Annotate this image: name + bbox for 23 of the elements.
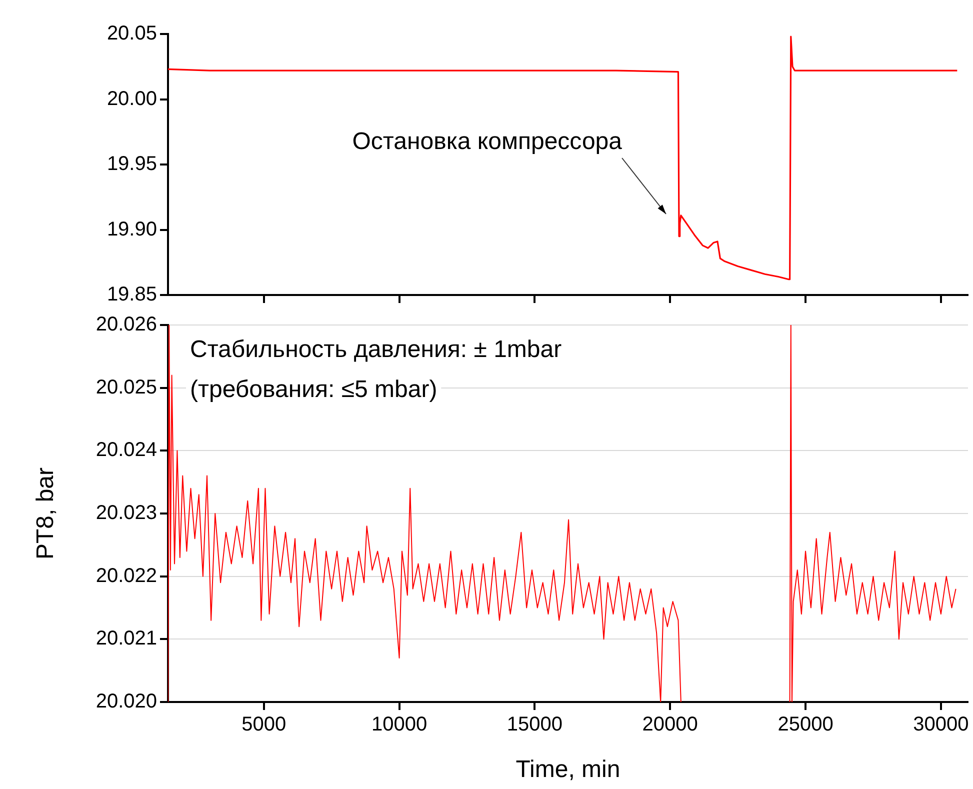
y-tick-label: 19.95 — [106, 153, 157, 176]
y-tick-label: 20.020 — [96, 690, 157, 713]
x-tick-label: 15000 — [506, 714, 562, 736]
x-tick-label: 10000 — [371, 714, 428, 736]
y-tick-label: 20.025 — [96, 376, 157, 398]
x-tick-label: 30000 — [913, 714, 969, 736]
annotation: (требования: ≤5 mbar) — [190, 376, 438, 403]
y-tick-label: 20.024 — [96, 439, 157, 462]
x-tick-label: 20000 — [642, 714, 698, 736]
x-tick-label: 25000 — [778, 714, 834, 736]
y-tick-label: 20.023 — [96, 502, 157, 524]
x-tick-label: 5000 — [242, 714, 286, 736]
annotation: Остановка компрессора — [352, 128, 622, 156]
y-tick-label: 20.026 — [96, 314, 157, 336]
y-tick-label: 20.021 — [96, 628, 157, 650]
y-tick-label: 20.00 — [106, 88, 157, 110]
y-tick-label: 20.05 — [106, 22, 157, 45]
y-tick-label: 20.022 — [96, 564, 157, 587]
x-axis-title: Time, min — [516, 756, 620, 784]
y-tick-label: 19.85 — [106, 284, 157, 306]
y-axis-title: PT8, bar — [32, 467, 60, 560]
y-tick-label: 19.90 — [106, 218, 157, 240]
annotation: Стабильность давления: ± 1mbar — [190, 336, 562, 363]
